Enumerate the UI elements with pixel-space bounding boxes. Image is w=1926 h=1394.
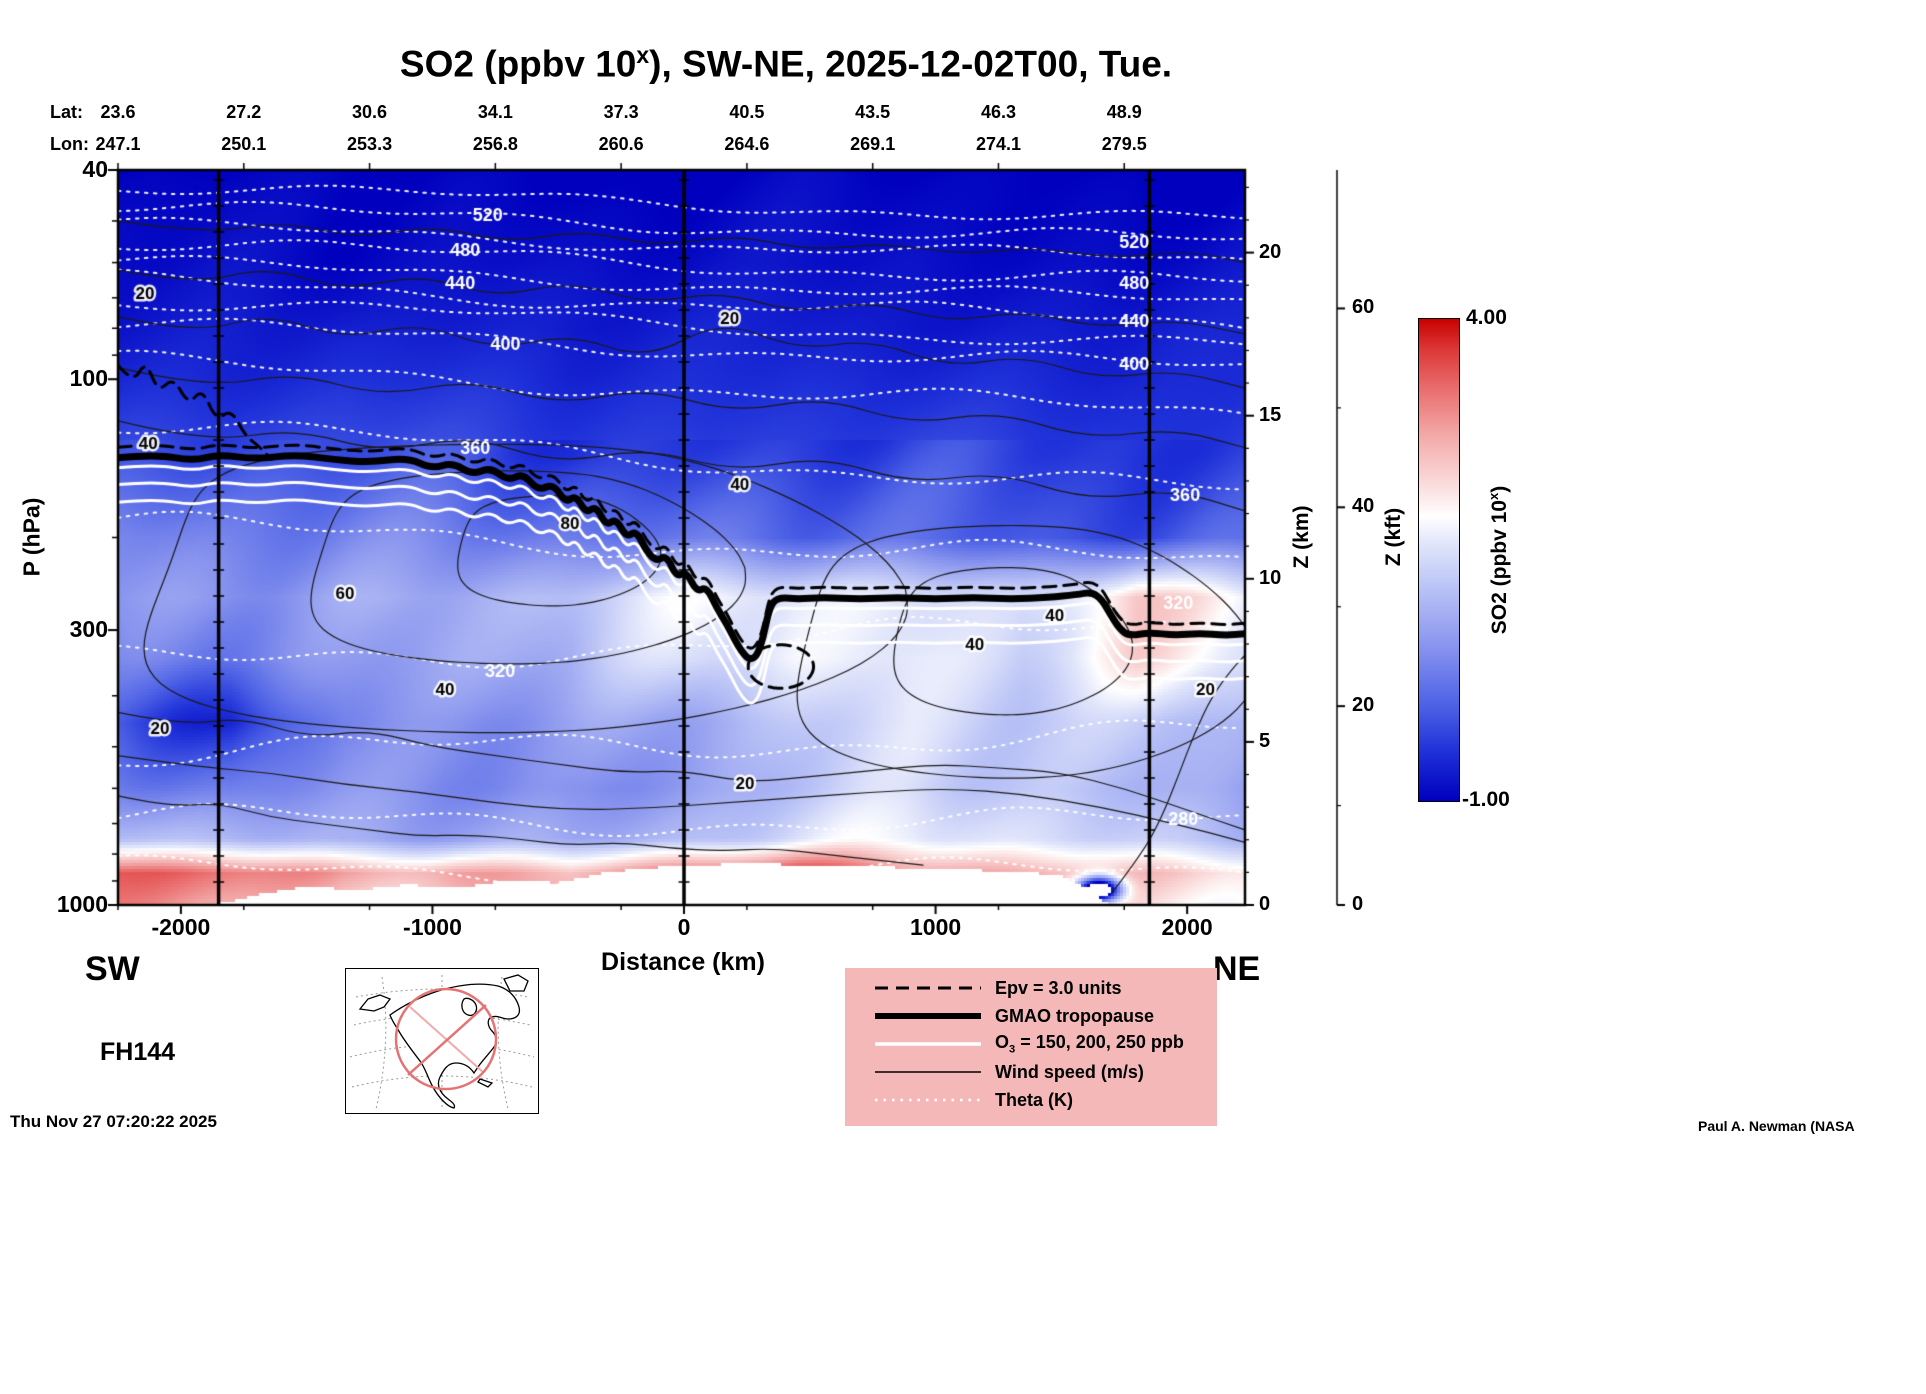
legend-label-epv: Epv = 3.0 units — [995, 977, 1122, 998]
title-sup: x — [636, 42, 650, 68]
legend-label-tropopause: GMAO tropopause — [995, 1005, 1155, 1026]
lon-axis-prefix: Lon: — [50, 134, 89, 154]
forecast-hour-label: FH144 — [100, 1038, 176, 1066]
colorbar-label-sup: x — [1486, 492, 1501, 501]
legend-row-theta: Theta (K) — [845, 1086, 1217, 1114]
colorbar-label-post: ) — [1488, 485, 1511, 493]
cross-section-circle — [394, 987, 498, 1091]
o3-label-sub: 3 — [1009, 1043, 1016, 1056]
legend-line-wind-thin — [875, 1071, 981, 1073]
z-km-axis-label: Z (km) — [1290, 505, 1313, 569]
legend-row-wind: Wind speed (m/s) — [845, 1058, 1217, 1086]
map-inset — [345, 968, 539, 1114]
colorbar-label-pre: SO2 (ppbv 10 — [1488, 500, 1511, 635]
legend-label-theta: Theta (K) — [995, 1089, 1073, 1110]
colorbar — [1418, 318, 1460, 802]
credit-label: Paul A. Newman (NASA — [1698, 1118, 1855, 1134]
sw-endpoint-label: SW — [85, 950, 140, 988]
legend-line-theta-dotted — [875, 1098, 981, 1102]
legend-line-tropopause-thick — [875, 1013, 981, 1019]
o3-label-pre: O — [995, 1032, 1010, 1053]
z-kft-axis-label: Z (kft) — [1382, 507, 1405, 567]
chart-title: SO2 (ppbv 10x), SW-NE, 2025-12-02T00, Tu… — [400, 42, 1172, 85]
colorbar-min-label: -1.00 — [1462, 788, 1510, 811]
legend-label-wind: Wind speed (m/s) — [995, 1061, 1144, 1082]
legend-row-o3: O3 = 150, 200, 250 ppb — [845, 1030, 1217, 1058]
colorbar-axis-label: SO2 (ppbv 10x) — [1486, 486, 1512, 634]
title-pre: SO2 (ppbv 10 — [399, 43, 637, 85]
legend-row-epv: Epv = 3.0 units — [845, 974, 1217, 1002]
title-post: ), SW-NE, 2025-12-02T00, Tue. — [649, 43, 1173, 85]
pressure-axis-label: P (hPa) — [18, 497, 45, 577]
legend: Epv = 3.0 units GMAO tropopause O3 = 150… — [845, 968, 1217, 1126]
ne-endpoint-label: NE — [1213, 950, 1261, 988]
lat-axis-prefix: Lat: — [50, 102, 83, 122]
colorbar-max-label: 4.00 — [1466, 306, 1507, 329]
o3-label-post: = 150, 200, 250 ppb — [1015, 1032, 1184, 1053]
legend-row-tropopause: GMAO tropopause — [845, 1002, 1217, 1030]
legend-line-o3-white — [875, 1042, 981, 1046]
legend-line-epv-dashed — [875, 986, 981, 990]
creation-timestamp: Thu Nov 27 07:20:22 2025 — [10, 1112, 217, 1131]
legend-label-o3: O3 = 150, 200, 250 ppb — [995, 1032, 1184, 1056]
cross-section-line — [407, 1004, 487, 1076]
distance-axis-label: Distance (km) — [601, 948, 765, 976]
